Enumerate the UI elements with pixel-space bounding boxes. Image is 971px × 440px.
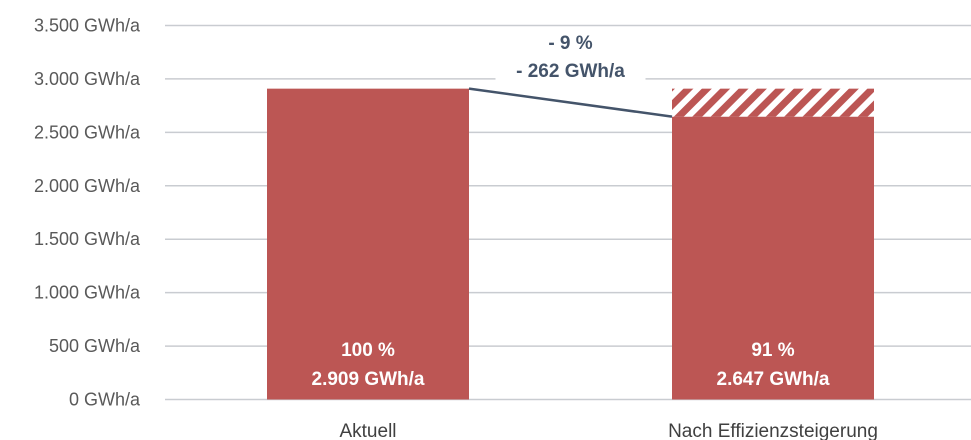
x-category-label: Aktuell [339,421,396,440]
bar-value-label: 2.647 GWh/a [717,369,830,390]
bar-percent-label: 100 % [341,340,395,361]
bar-percent-label: 91 % [751,340,794,361]
bar-value-label: 2.909 GWh/a [312,369,425,390]
annotation-backdrop [495,55,646,85]
y-tick-label: 500 GWh/a [49,336,141,356]
y-tick-label: 2.500 GWh/a [34,122,141,142]
y-tick-label: 3.000 GWh/a [34,69,141,89]
bar [672,116,874,400]
y-tick-label: 3.500 GWh/a [34,16,141,36]
bar-labels: 100 % 2.909 GWh/a 91 % 2.647 GWh/a [312,340,830,390]
bars [267,88,874,400]
bar [267,88,469,400]
x-category-label: Nach Effizienzsteigerung [668,421,878,440]
annotation-amount: - 262 GWh/a [516,61,625,82]
savings-annotation: - 9 % - 262 GWh/a [468,33,673,118]
y-tick-label: 0 GWh/a [69,390,141,410]
savings-hatched-segment [672,88,874,117]
y-tick-label: 1.500 GWh/a [34,229,141,249]
x-axis-category-labels: Aktuell Nach Effizienzsteigerung [339,421,877,440]
y-tick-label: 1.000 GWh/a [34,283,141,303]
y-tick-label: 2.000 GWh/a [34,176,141,196]
annotation-percent: - 9 % [548,33,592,54]
y-axis-tick-labels: 0 GWh/a 500 GWh/a 1.000 GWh/a 1.500 GWh/a 2.… [34,16,141,410]
reduction-connector-line [468,87,673,118]
